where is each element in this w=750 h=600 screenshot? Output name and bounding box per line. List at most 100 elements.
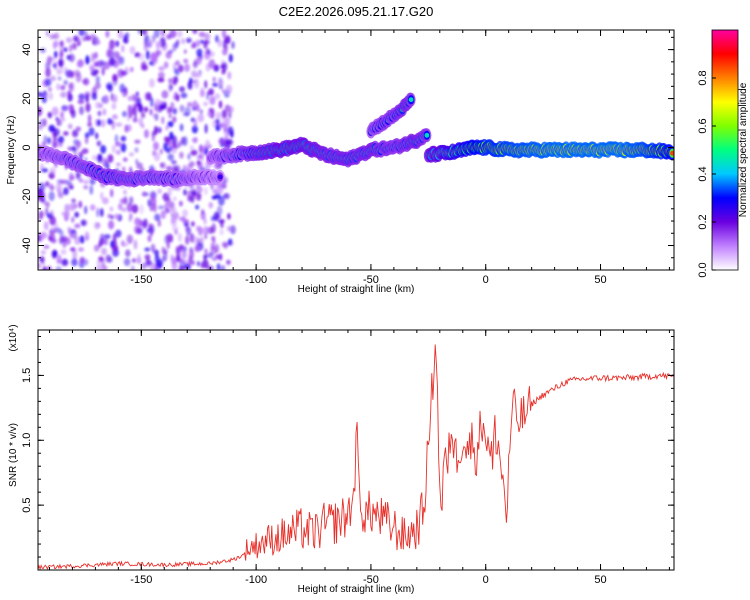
noise-dot — [49, 216, 56, 226]
noise-dot — [65, 37, 73, 43]
noise-dot — [175, 94, 180, 102]
noise-dot — [92, 53, 97, 60]
noise-dot — [115, 162, 121, 167]
noise-dot — [127, 95, 132, 101]
noise-dot — [167, 153, 174, 161]
noise-dot — [63, 79, 68, 86]
noise-dot — [159, 148, 163, 155]
noise-dot — [53, 60, 58, 71]
colorbar-tick-label: 0.0 — [697, 262, 709, 277]
ridge-core — [217, 174, 223, 180]
noise-dot — [190, 79, 197, 84]
noise-dot — [101, 197, 109, 205]
noise-dot — [131, 204, 139, 214]
noise-dot — [187, 81, 194, 90]
noise-dot — [196, 160, 201, 166]
noise-dot — [67, 104, 74, 111]
noise-dot — [203, 254, 208, 260]
noise-dot — [39, 47, 47, 54]
noise-dot — [171, 216, 176, 224]
noise-dot — [170, 212, 174, 218]
noise-dot — [47, 111, 53, 119]
noise-dot — [112, 73, 118, 82]
noise-dot — [229, 130, 234, 138]
noise-dot — [182, 112, 190, 117]
noise-dot — [203, 217, 207, 225]
noise-dot — [142, 190, 146, 197]
noise-dot — [96, 259, 103, 267]
x-tick-label: -150 — [130, 274, 152, 286]
colorbar: 0.0 0.2 0.4 0.6 0.8 Normalized spectral ampl… — [697, 29, 749, 278]
colorbar-tick-label: 0.2 — [697, 214, 709, 229]
noise-dot — [211, 236, 216, 242]
noise-dot — [196, 191, 202, 202]
y-tick-label: 20 — [21, 92, 33, 104]
noise-dot — [38, 262, 41, 269]
noise-dot — [218, 218, 225, 224]
noise-dot — [122, 242, 129, 247]
noise-dot — [104, 237, 109, 246]
noise-dot — [223, 123, 228, 128]
noise-dot — [40, 191, 46, 199]
noise-dot — [98, 241, 102, 248]
noise-dot — [149, 228, 154, 237]
noise-dot — [216, 205, 223, 216]
noise-dot — [195, 39, 201, 47]
noise-dot — [166, 106, 171, 114]
noise-dot — [108, 43, 115, 50]
noise-dot — [210, 242, 215, 250]
noise-dot — [68, 44, 73, 53]
noise-dot — [145, 258, 150, 268]
chart-title: C2E2.2026.095.21.17.G20 — [279, 4, 434, 19]
noise-dot — [154, 213, 161, 222]
noise-dot — [182, 219, 190, 225]
noise-dot — [169, 30, 177, 38]
noise-dot — [60, 85, 66, 91]
spectrogram-noise — [38, 30, 236, 270]
noise-dot — [107, 118, 113, 125]
noise-dot — [168, 49, 174, 54]
noise-dot — [199, 109, 203, 115]
noise-dot — [95, 101, 100, 109]
noise-dot — [95, 266, 102, 270]
noise-dot — [84, 259, 89, 266]
noise-dot — [226, 139, 234, 146]
noise-dot — [182, 209, 189, 218]
noise-dot — [104, 160, 110, 169]
noise-dot — [218, 122, 225, 128]
noise-dot — [128, 213, 133, 220]
noise-dot — [144, 254, 151, 261]
noise-dot — [128, 152, 135, 157]
noise-dot — [143, 218, 148, 228]
noise-dot — [100, 60, 106, 66]
noise-dot — [189, 145, 194, 150]
noise-dot — [120, 143, 127, 153]
noise-dot — [196, 104, 200, 112]
noise-dot — [81, 219, 86, 227]
noise-dot — [231, 41, 235, 49]
y-tick-label: 1.5 — [21, 368, 33, 383]
noise-dot — [209, 96, 216, 105]
noise-dot — [63, 187, 69, 196]
noise-dot — [136, 162, 144, 170]
noise-dot — [158, 66, 165, 71]
noise-dot — [105, 30, 110, 38]
noise-dot — [172, 142, 177, 149]
noise-dot — [215, 112, 222, 119]
y-tick-label: -40 — [21, 238, 33, 254]
noise-dot — [179, 123, 184, 132]
noise-dot — [194, 73, 202, 78]
noise-dot — [121, 207, 127, 212]
x-tick-label: 50 — [594, 274, 606, 286]
noise-dot — [64, 210, 70, 218]
noise-dot — [90, 33, 96, 39]
noise-dot — [115, 229, 122, 238]
noise-dot — [97, 110, 102, 117]
noise-dot — [153, 125, 158, 136]
noise-dot — [218, 196, 225, 206]
noise-dot — [183, 49, 187, 54]
x-tick-label: -50 — [363, 574, 379, 586]
noise-dot — [93, 244, 100, 252]
noise-dot — [79, 256, 86, 264]
noise-dot — [178, 244, 185, 251]
